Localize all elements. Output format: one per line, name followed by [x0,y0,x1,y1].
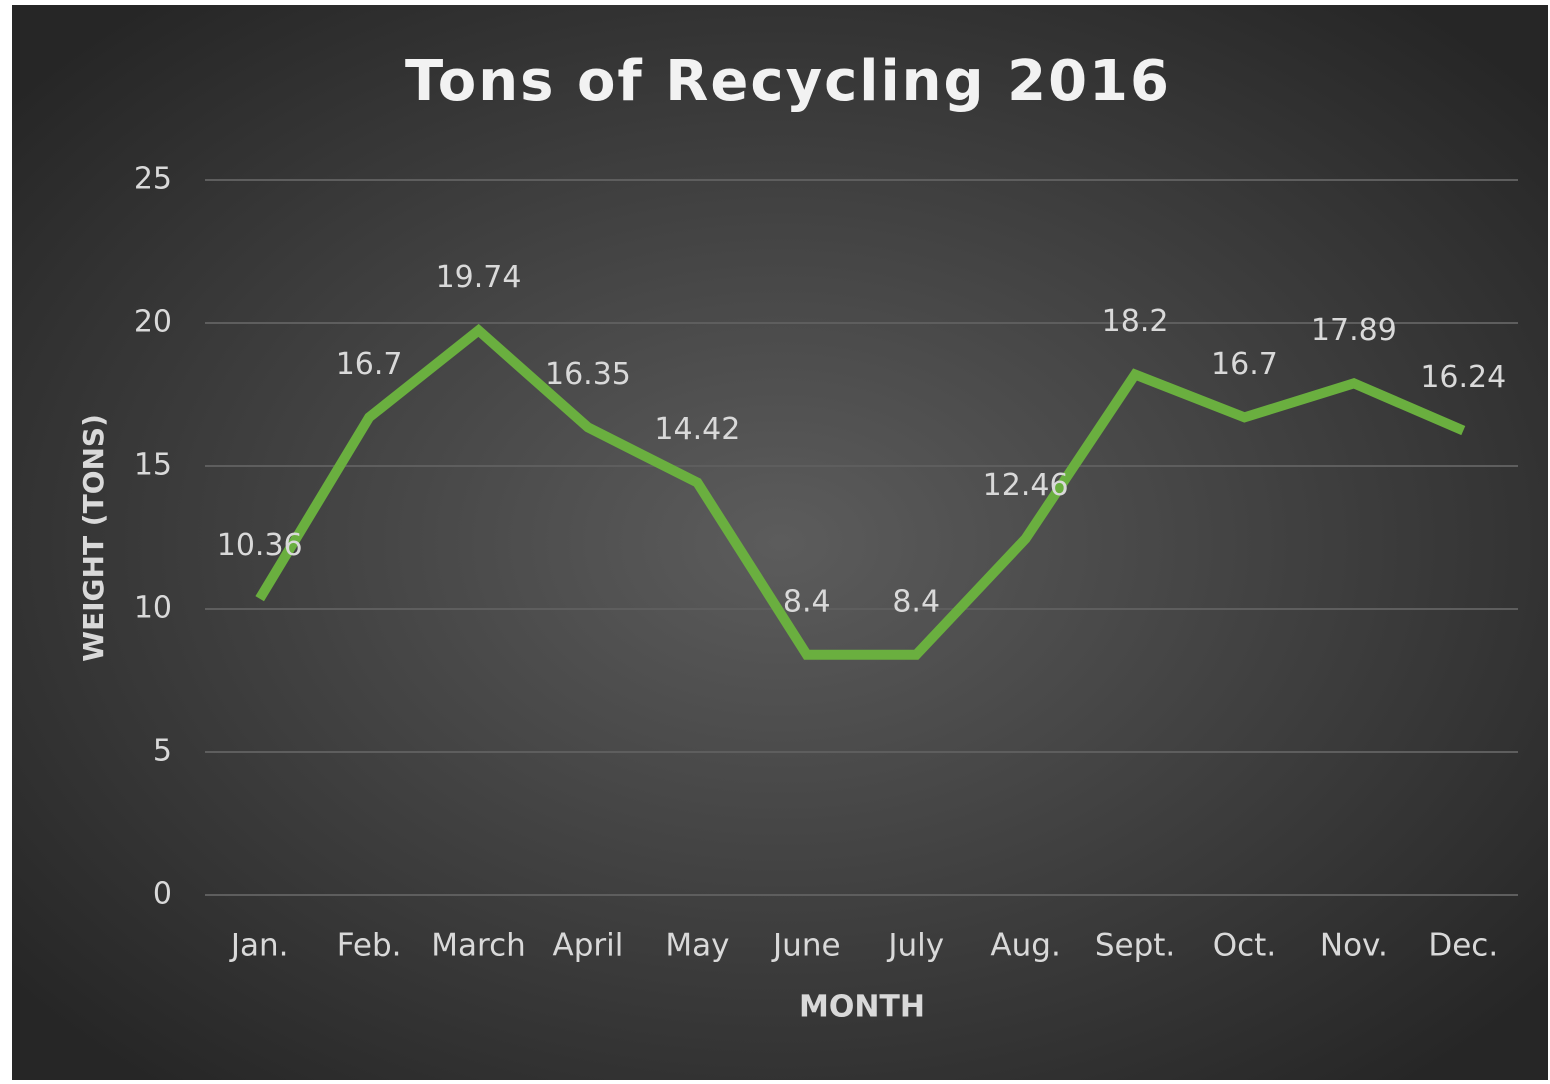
x-axis-title: MONTH [799,990,925,1025]
chart-title: Tons of Recycling 2016 [405,49,1171,114]
data-label: 14.42 [654,412,740,447]
y-tick-label: 25 [134,162,172,197]
x-tick-label: July [886,928,944,964]
x-tick-label: June [771,928,841,964]
x-tick-label: Oct. [1213,928,1276,964]
data-label: 16.7 [336,347,403,382]
y-tick-label: 10 [134,591,172,626]
y-tick-label: 20 [134,305,172,340]
y-tick-label: 15 [134,448,172,483]
x-tick-label: March [431,928,526,964]
data-label: 12.46 [983,468,1069,503]
x-tick-label: May [665,928,729,964]
x-tick-label: Feb. [337,928,402,964]
data-label: 18.2 [1102,304,1169,339]
data-label: 19.74 [436,260,522,295]
data-line [255,323,1466,660]
data-label: 16.24 [1420,360,1506,395]
x-tick-label: April [553,928,624,964]
x-tick-label: Sept. [1095,928,1175,964]
data-label: 8.4 [892,584,940,619]
data-label: 8.4 [783,584,831,619]
x-tick-label: Aug. [990,928,1060,964]
chart-background [12,5,1548,1080]
x-tick-label: Nov. [1320,928,1388,964]
y-tick-label: 0 [153,877,172,912]
y-tick-label: 5 [153,734,172,769]
x-tick-label: Dec. [1428,928,1498,964]
y-axis-title: WEIGHT (TONS) [77,414,110,662]
data-label: 17.89 [1311,313,1397,348]
data-label: 16.35 [545,357,631,392]
x-tick-label: Jan. [229,928,289,964]
data-label: 16.7 [1211,347,1278,382]
data-label: 10.36 [217,528,303,563]
